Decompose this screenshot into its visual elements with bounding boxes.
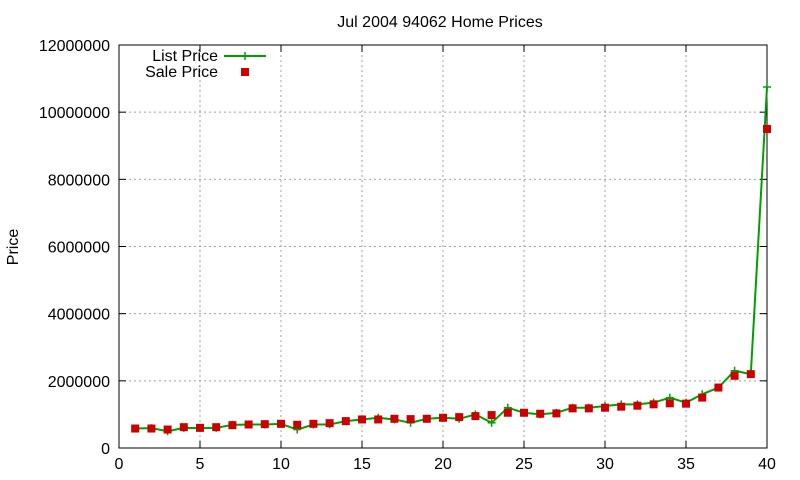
data-point (698, 393, 707, 402)
data-point (325, 419, 334, 428)
data-point (471, 412, 480, 421)
series-2 (131, 124, 771, 434)
data-point (552, 409, 561, 418)
data-point (714, 383, 723, 392)
y-tick-label: 4000000 (48, 307, 110, 324)
y-tick-label: 12000000 (39, 38, 110, 55)
legend-label: Sale Price (145, 64, 218, 81)
data-point (601, 403, 609, 412)
data-point (487, 418, 496, 427)
data-point (179, 423, 188, 432)
data-point (763, 124, 771, 133)
data-point (131, 424, 140, 433)
data-point (293, 420, 302, 429)
y-tick-label: 10000000 (39, 105, 110, 122)
series-layer (131, 82, 771, 436)
grid (119, 45, 767, 448)
data-point (520, 408, 528, 417)
chart-title: Jul 2004 94062 Home Prices (337, 14, 542, 31)
axis-ticks: 0 2000000 4000000 6000000 8000000 10000000 120… (39, 38, 776, 473)
legend-marker (241, 68, 249, 76)
data-point (406, 415, 415, 424)
series-line (135, 86, 768, 433)
y-axis-label: Price (5, 229, 22, 266)
x-tick-label: 20 (434, 456, 452, 473)
y-tick-label: 6000000 (48, 240, 110, 257)
x-tick-label: 15 (353, 456, 371, 473)
data-point (309, 419, 318, 428)
data-point (277, 419, 285, 428)
legend-label: List Price (152, 48, 218, 65)
data-point (228, 421, 237, 430)
data-point (163, 425, 172, 434)
data-point (487, 411, 496, 420)
legend-marker (241, 52, 249, 60)
data-point (633, 401, 642, 410)
x-tick-label: 25 (515, 456, 533, 473)
y-tick-label: 2000000 (48, 374, 110, 391)
data-point (455, 413, 464, 422)
data-point (147, 424, 156, 433)
data-point (682, 399, 690, 408)
data-point (746, 370, 755, 379)
data-point (390, 414, 399, 423)
data-point (763, 82, 771, 91)
series-1 (131, 82, 771, 436)
y-tick-label: 0 (101, 441, 110, 458)
data-point (422, 414, 431, 423)
data-point (196, 423, 204, 432)
y-tick-label: 8000000 (48, 172, 110, 189)
x-tick-label: 40 (758, 456, 776, 473)
x-tick-label: 35 (677, 456, 695, 473)
data-point (260, 420, 269, 429)
data-point (439, 413, 447, 422)
data-point (665, 399, 674, 408)
data-point (358, 415, 366, 424)
x-tick-label: 30 (596, 456, 614, 473)
data-point (503, 408, 512, 417)
data-point (341, 417, 350, 426)
data-point (536, 409, 545, 418)
data-point (568, 404, 577, 413)
data-point (244, 420, 253, 429)
data-point (584, 404, 593, 413)
x-tick-label: 5 (196, 456, 205, 473)
x-tick-label: 10 (272, 456, 290, 473)
data-point (730, 371, 739, 380)
data-point (649, 400, 658, 409)
x-tick-label: 0 (115, 456, 124, 473)
data-point (374, 415, 383, 424)
data-point (617, 402, 626, 411)
data-point (212, 423, 221, 432)
